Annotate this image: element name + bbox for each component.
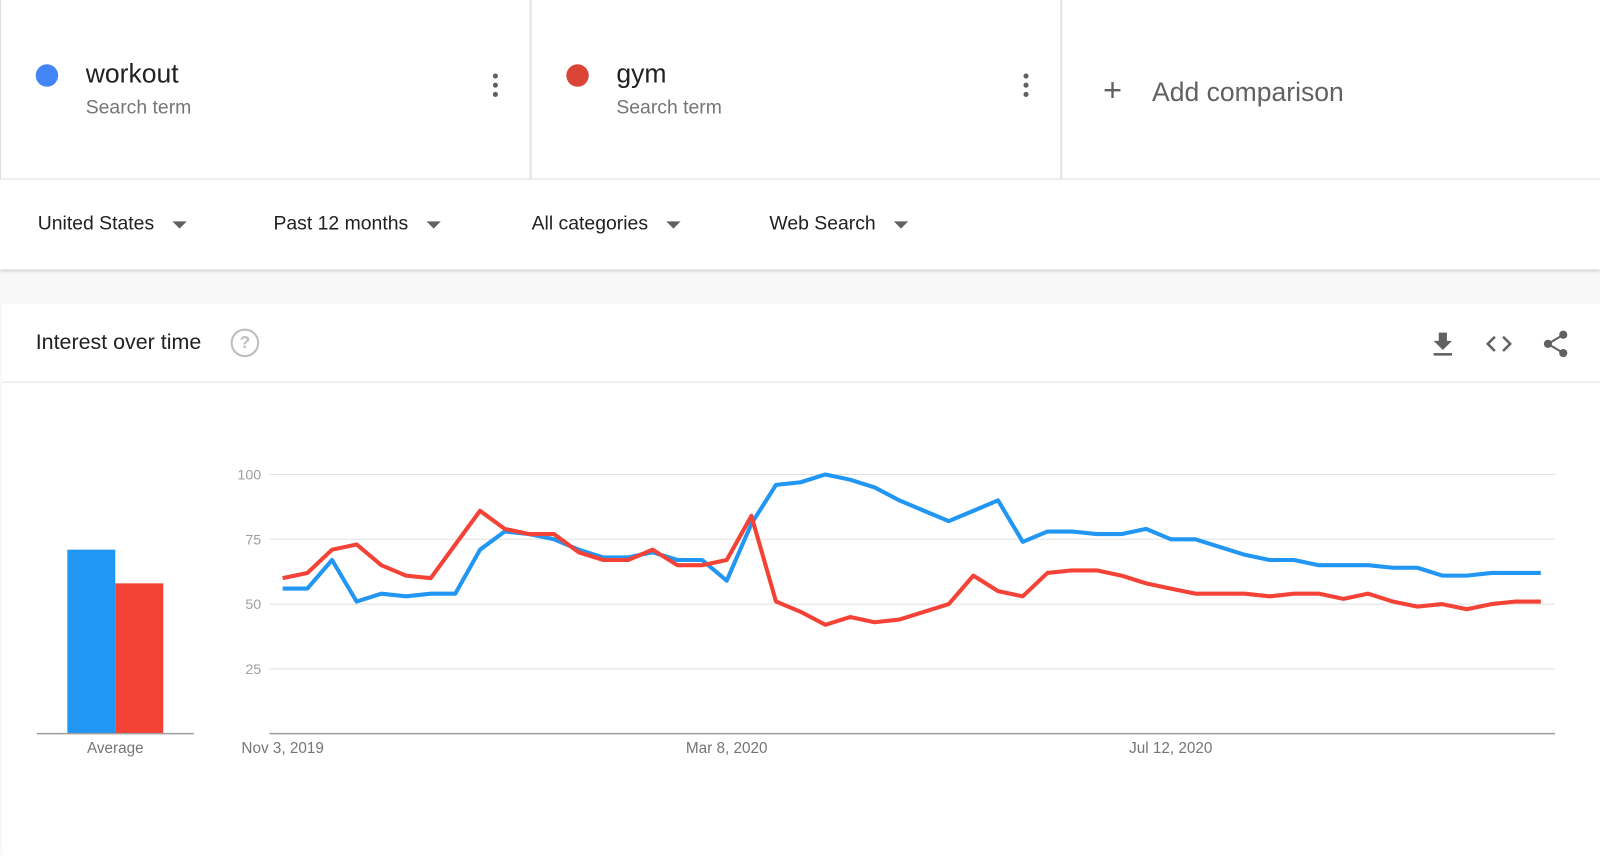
card-header: Interest over time ? xyxy=(2,304,1600,383)
dropdown-label: Web Search xyxy=(769,213,876,235)
category-dropdown[interactable]: All categories xyxy=(532,213,681,235)
caret-down-icon xyxy=(666,220,681,229)
y-tick-label: 50 xyxy=(245,597,261,613)
y-tick-label: 25 xyxy=(245,662,261,678)
caret-down-icon xyxy=(172,220,187,229)
term-subtitle: Search term xyxy=(85,96,192,119)
help-icon[interactable]: ? xyxy=(230,328,260,358)
average-label: Average xyxy=(87,740,144,757)
caret-down-icon xyxy=(426,220,441,229)
card-title: Interest over time xyxy=(35,330,202,355)
x-tick-label: Nov 3, 2019 xyxy=(241,740,324,757)
time-range-dropdown[interactable]: Past 12 months xyxy=(273,213,441,235)
term-name: gym xyxy=(616,58,667,89)
y-tick-label: 100 xyxy=(237,468,261,484)
embed-icon[interactable] xyxy=(1484,329,1515,360)
interest-over-time-card: Interest over time ? 25 50 75 100 Nov 3, 201… xyxy=(2,304,1600,856)
series-line-0 xyxy=(282,472,1541,604)
series-color-dot xyxy=(35,64,59,87)
x-tick-label: Mar 8, 2020 xyxy=(686,740,768,757)
search-terms-bar: workout Search term gym Search term + Ad… xyxy=(0,0,1600,180)
term-subtitle: Search term xyxy=(616,96,722,119)
caret-down-icon xyxy=(894,220,909,229)
term-card-workout[interactable]: workout Search term xyxy=(0,0,531,179)
y-tick-label: 75 xyxy=(245,532,261,548)
search-type-dropdown[interactable]: Web Search xyxy=(769,213,909,235)
plus-icon: + xyxy=(1103,71,1123,109)
interest-chart: 25 50 75 100 Nov 3, 2019 Mar 8, 2020 Jul 12, 2… xyxy=(36,468,1556,757)
more-vert-icon[interactable] xyxy=(485,73,505,104)
dropdown-label: Past 12 months xyxy=(273,213,409,235)
filter-bar: United States Past 12 months All categor… xyxy=(0,179,1600,270)
series-line-1 xyxy=(282,508,1541,627)
add-comparison-button[interactable]: + Add comparison xyxy=(1061,0,1600,179)
x-tick-label: Jul 12, 2020 xyxy=(1129,740,1212,757)
region-dropdown[interactable]: United States xyxy=(38,213,187,235)
more-vert-icon[interactable] xyxy=(1015,73,1035,104)
term-card-gym[interactable]: gym Search term xyxy=(530,0,1062,179)
average-bar xyxy=(67,549,116,734)
dropdown-label: United States xyxy=(37,213,155,235)
average-bar xyxy=(115,583,164,734)
term-name: workout xyxy=(85,58,179,89)
share-icon[interactable] xyxy=(1541,329,1572,360)
dropdown-label: All categories xyxy=(531,213,649,235)
add-comparison-label: Add comparison xyxy=(1152,76,1344,108)
series-color-dot xyxy=(566,64,589,87)
download-icon[interactable] xyxy=(1428,329,1459,360)
